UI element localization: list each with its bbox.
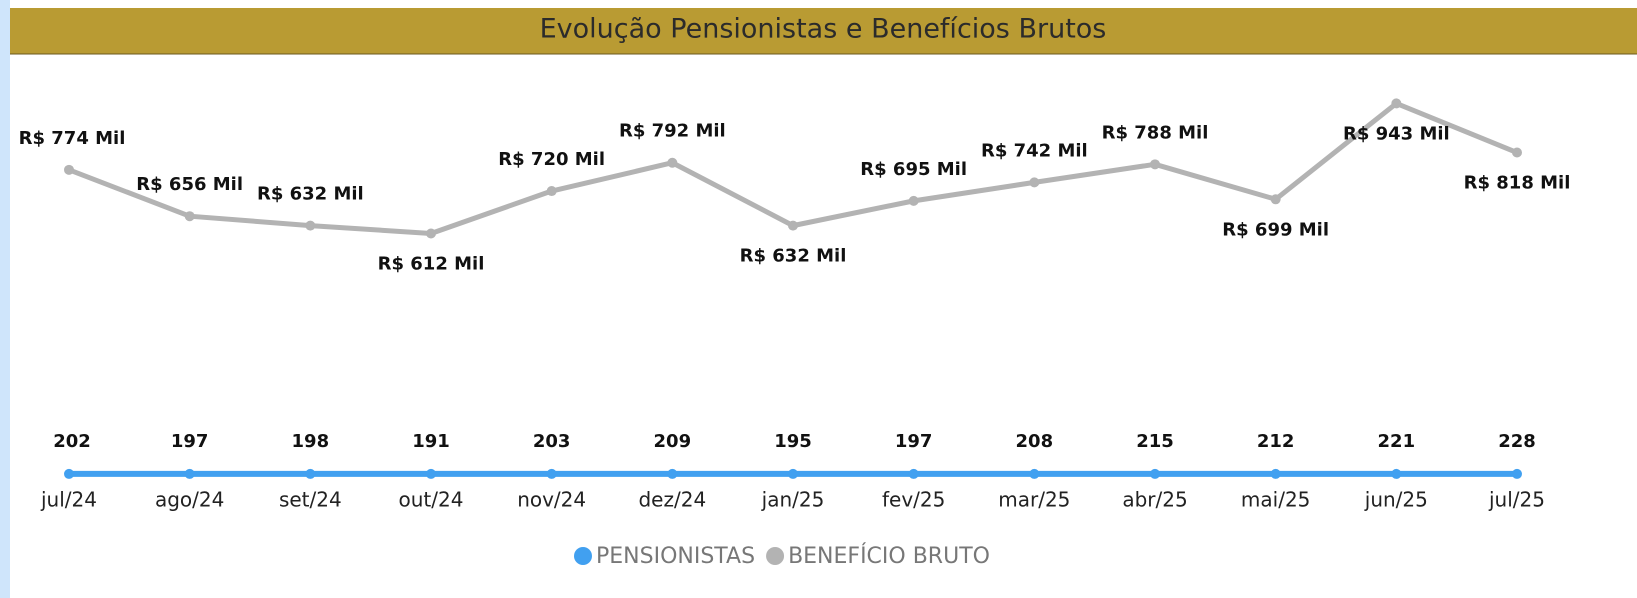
x-tick-label: jun/25 <box>1364 488 1428 512</box>
data-label: R$ 774 Mil <box>19 128 126 149</box>
data-label: 208 <box>1016 431 1054 452</box>
data-label: R$ 788 Mil <box>1102 122 1209 143</box>
x-tick-label: out/24 <box>399 488 464 512</box>
x-tick-label: dez/24 <box>638 488 706 512</box>
data-label: 209 <box>654 431 692 452</box>
legend-marker <box>574 547 592 565</box>
data-point <box>908 468 919 479</box>
data-label: R$ 632 Mil <box>257 184 364 205</box>
data-label: 191 <box>412 431 450 452</box>
x-tick-label: jul/24 <box>40 488 97 512</box>
data-label: 195 <box>774 431 812 452</box>
data-point <box>426 468 436 479</box>
chart-title: Evolução Pensionistas e Benefícios Bruto… <box>540 14 1107 45</box>
x-tick-label: mar/25 <box>998 488 1070 512</box>
data-point <box>64 164 74 175</box>
legend-label: BENEFÍCIO BRUTO <box>788 543 990 569</box>
data-point <box>305 220 316 231</box>
data-label: 202 <box>53 431 91 452</box>
data-label: 203 <box>533 431 571 452</box>
data-label: R$ 632 Mil <box>740 246 847 267</box>
x-tick-label: nov/24 <box>517 488 586 512</box>
data-point <box>1029 468 1040 479</box>
data-label: R$ 612 Mil <box>378 253 485 274</box>
x-tick-label: jan/25 <box>761 488 825 512</box>
x-tick-label: abr/25 <box>1122 488 1187 512</box>
data-point <box>667 157 678 168</box>
data-label: 221 <box>1378 431 1416 452</box>
data-point <box>908 195 919 206</box>
title-bar <box>10 8 1637 54</box>
data-point <box>184 468 195 479</box>
data-point <box>667 468 678 479</box>
data-point <box>1512 147 1522 158</box>
data-point <box>1150 159 1160 170</box>
data-label: R$ 699 Mil <box>1222 219 1329 240</box>
data-point <box>546 186 557 197</box>
data-label: R$ 656 Mil <box>136 174 243 195</box>
data-point <box>546 468 557 479</box>
legend-label: PENSIONISTAS <box>596 544 755 569</box>
data-point <box>64 468 74 479</box>
data-label: R$ 742 Mil <box>981 140 1088 161</box>
data-point <box>1270 194 1281 205</box>
x-tick-label: mai/25 <box>1241 488 1310 512</box>
data-label: R$ 720 Mil <box>498 149 605 170</box>
data-point <box>1029 177 1040 188</box>
data-label: 212 <box>1257 431 1295 452</box>
x-tick-label: set/24 <box>279 488 342 512</box>
data-point <box>1391 98 1402 109</box>
data-label: 197 <box>895 431 933 452</box>
data-label: 198 <box>292 431 330 452</box>
data-label: R$ 943 Mil <box>1343 123 1450 144</box>
data-label: R$ 818 Mil <box>1464 173 1571 194</box>
data-point <box>1270 468 1281 479</box>
data-label: 197 <box>171 431 209 452</box>
data-point <box>184 211 195 222</box>
data-label: 215 <box>1136 431 1174 452</box>
data-point <box>426 228 436 239</box>
legend-marker <box>766 547 785 565</box>
data-point <box>788 220 798 231</box>
data-label: R$ 695 Mil <box>860 159 967 180</box>
data-point <box>1150 468 1160 479</box>
data-point <box>788 468 798 479</box>
data-label: R$ 792 Mil <box>619 121 726 142</box>
x-tick-label: ago/24 <box>155 488 224 512</box>
x-tick-label: jul/25 <box>1488 488 1545 512</box>
x-tick-label: fev/25 <box>882 488 945 512</box>
side-strip <box>0 0 10 598</box>
data-point <box>1391 468 1402 479</box>
data-label: 228 <box>1498 431 1536 452</box>
data-point <box>1512 468 1522 479</box>
data-point <box>305 468 316 479</box>
